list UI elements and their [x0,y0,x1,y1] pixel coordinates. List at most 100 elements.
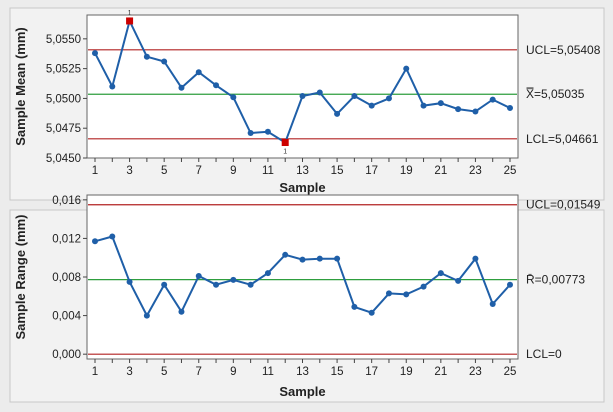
mean-data-point [507,104,513,111]
range-x-tick-label: 17 [365,366,378,378]
range-data-point [230,276,237,283]
range-data-point [437,270,444,277]
mean-data-point [213,82,220,89]
range-plot-area [86,194,519,360]
range-y-tick-label: 0,008 [52,272,81,284]
range-data-point [92,238,98,245]
range-data-point [507,281,513,288]
range-y-tick-label: 0,000 [52,349,81,361]
mean-plot-area [86,14,519,159]
mean-data-point [437,100,444,107]
mean-control-label-2: LCL=5,04661 [526,132,599,146]
range-data-point [385,290,392,297]
mean-data-point [403,65,410,72]
range-data-point [195,273,202,280]
mean-data-point [299,93,306,100]
range-x-axis-title: Sample [279,384,325,399]
mean-data-point [455,106,462,113]
range-x-tick-label: 1 [92,366,98,378]
mean-data-point [178,84,185,91]
range-data-point [489,301,496,308]
range-x-tick-label: 7 [196,366,202,378]
range-y-tick-label: 0,016 [52,195,81,207]
mean-data-point [195,69,202,76]
range-control-label-1: R̄=0,00773 [526,273,585,287]
mean-data-point [334,110,341,117]
range-data-point [178,308,185,315]
range-x-tick-label: 3 [126,366,132,378]
range-y-tick-label: 0,012 [52,233,81,245]
mean-x-tick-label: 9 [230,165,236,177]
range-control-label-0: UCL=0,01549 [526,198,601,212]
mean-x-tick-label: 19 [400,165,413,177]
mean-data-point [247,129,254,136]
range-x-tick-label: 21 [434,366,447,378]
range-x-tick-label: 23 [469,366,482,378]
mean-data-point [143,53,150,60]
mean-data-point [489,96,496,103]
range-data-point [368,309,375,316]
mean-x-axis-title: Sample [279,180,325,195]
range-x-tick-label: 11 [262,366,274,378]
range-x-tick-label: 25 [504,366,517,378]
mean-control-label-1: X̿=5,05035 [526,86,585,101]
range-y-tick-label: 0,004 [52,311,81,323]
range-x-tick-label: 5 [161,366,167,378]
mean-flag-label: 1 [283,149,287,156]
mean-data-point [92,50,98,57]
range-data-point [213,281,220,288]
range-data-point [282,251,289,258]
mean-x-tick-label: 13 [296,165,309,177]
range-data-point [247,281,254,288]
range-x-tick-label: 9 [230,366,236,378]
mean-x-tick-label: 25 [504,165,517,177]
mean-y-tick-label: 5,0475 [46,123,81,135]
range-y-axis-title: Sample Range (mm) [13,215,28,340]
mean-y-tick-label: 5,0450 [46,153,81,165]
range-data-point [143,312,150,319]
mean-y-tick-label: 5,0500 [46,93,81,105]
mean-x-tick-label: 23 [469,165,482,177]
mean-data-point [385,95,392,102]
mean-data-point [161,58,168,65]
range-data-point [351,303,358,310]
range-data-point [472,255,479,262]
mean-data-point [351,93,358,100]
range-data-point [403,291,410,298]
mean-flagged-point [126,17,134,25]
range-data-point [299,256,306,263]
range-x-tick-label: 19 [400,366,413,378]
range-data-point [109,233,116,240]
range-data-point [161,281,168,288]
range-data-point [264,270,271,277]
range-data-point [455,277,462,284]
mean-x-tick-label: 11 [262,165,274,177]
mean-x-tick-label: 21 [434,165,447,177]
mean-y-tick-label: 5,0525 [46,64,81,76]
mean-data-point [368,102,375,109]
mean-data-point [472,108,479,115]
mean-y-axis-title: Sample Mean (mm) [13,27,28,145]
mean-data-point [316,89,323,96]
range-data-point [334,255,341,262]
mean-x-tick-label: 5 [161,165,167,177]
mean-data-point [264,128,271,135]
range-data-point [420,283,427,290]
range-data-point [126,278,133,285]
mean-x-tick-label: 15 [331,165,344,177]
range-x-tick-label: 15 [331,366,344,378]
range-control-label-2: LCL=0 [526,347,562,361]
mean-flagged-point [281,139,289,147]
mean-flag-label: 1 [128,10,132,17]
mean-x-tick-label: 17 [365,165,378,177]
mean-x-tick-label: 7 [196,165,202,177]
range-x-tick-label: 13 [296,366,309,378]
mean-y-tick-label: 5,0550 [46,34,81,46]
mean-x-tick-label: 1 [92,165,98,177]
mean-data-point [230,94,237,101]
mean-data-point [420,102,427,109]
range-data-point [316,255,323,262]
mean-data-point [109,83,116,90]
